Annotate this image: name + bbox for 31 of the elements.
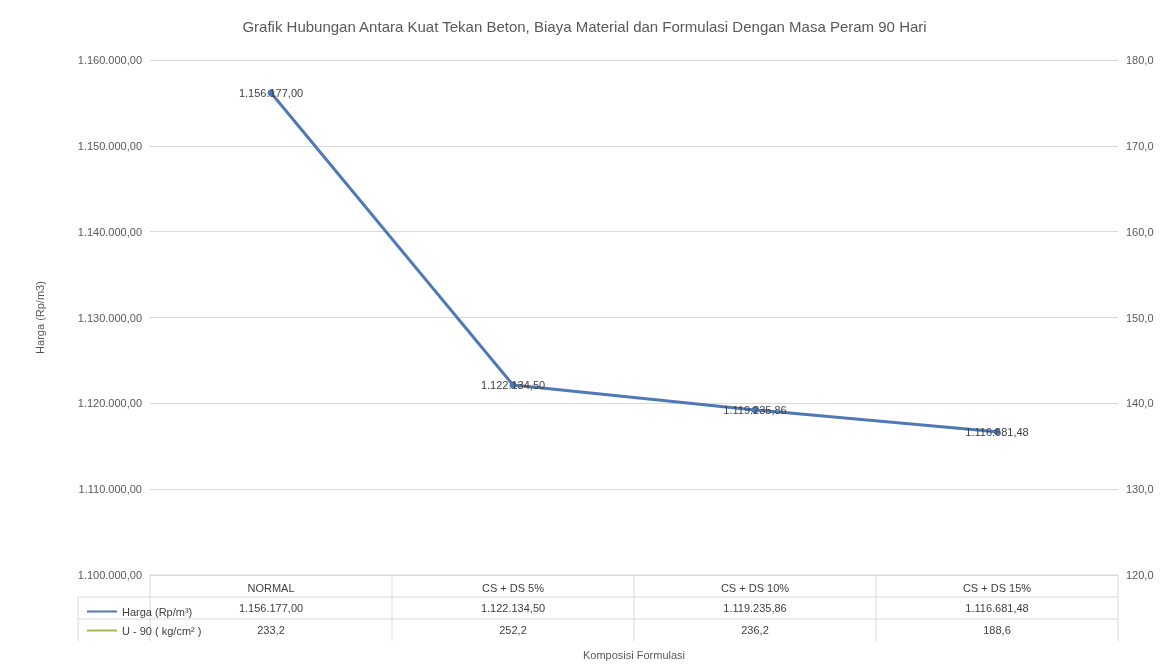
data-label: 1.156.177,00 — [238, 602, 304, 614]
y-axis-title: Harga (Rp/m3) — [33, 281, 46, 354]
y-tick-label: 1.150.000,00 — [77, 139, 142, 152]
data-label: 1.116.681,48 — [965, 602, 1029, 614]
y2-tick-label: 180,0 — [1126, 54, 1154, 66]
text: 188,6 — [983, 624, 1011, 636]
y-tick-label: 1.110.000,00 — [78, 483, 142, 496]
y2-tick-label: 120,0 — [1126, 569, 1154, 581]
y-tick-label: 1.120.000,00 — [77, 397, 142, 410]
y2-tick-label: 170,0 — [1126, 139, 1154, 152]
x-tick-label: CS + DS 15% — [962, 581, 1032, 594]
y2-tick-label: 140,0 — [1126, 397, 1154, 410]
legend-label: Harga (Rp/m³) — [122, 605, 193, 618]
y2-tick-label: 130,0 — [1126, 483, 1154, 496]
chart-title: Grafik Hubungan Antara Kuat Tekan Beton, Biaya Material dan Formulasi Dengan Masa Peram 90 Hari — [242, 18, 927, 35]
legend-label: U - 90 ( kg/cm² ) — [122, 624, 202, 637]
y-tick-label: 1.160.000,00 — [77, 54, 142, 66]
y-tick-label: 1.100.000,00 — [77, 569, 142, 581]
y2-tick-label: 160,0 — [1126, 225, 1154, 238]
text: 236,2 — [741, 624, 769, 636]
y-tick-label: 1.140.000,00 — [77, 225, 142, 238]
x-tick-label: CS + DS 5% — [481, 581, 545, 594]
text: Komposisi Formulasi — [582, 649, 686, 661]
data-label: 1.119.235,86 — [723, 602, 787, 614]
y-tick-label: 1.130.000,00 — [77, 311, 142, 324]
text: 252,2 — [499, 624, 527, 636]
text: 233,2 — [257, 624, 285, 636]
x-tick-label: NORMAL — [247, 581, 295, 594]
data-label: 1.122.134,50 — [480, 602, 546, 614]
y2-tick-label: 150,0 — [1126, 311, 1154, 324]
x-tick-label: CS + DS 10% — [720, 581, 790, 594]
